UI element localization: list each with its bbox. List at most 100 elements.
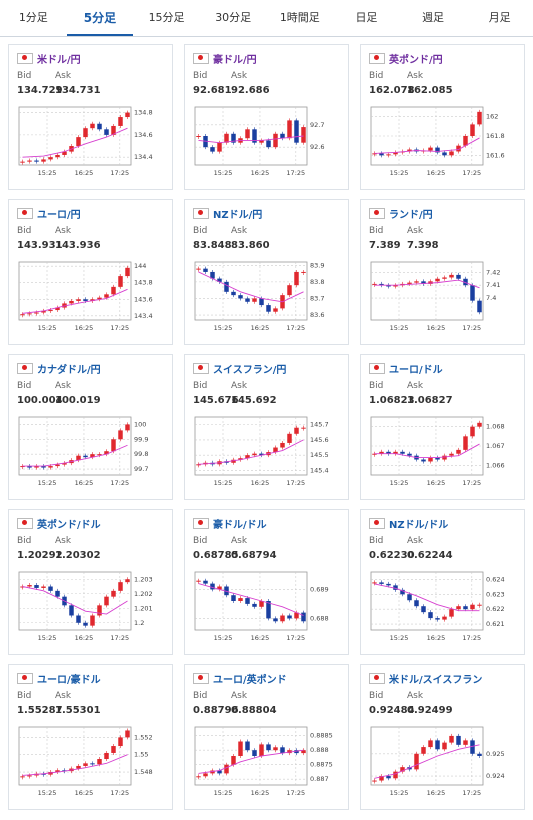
tab[interactable]: 5分足 bbox=[66, 0, 134, 36]
pair-name[interactable]: 豪ドル/円 bbox=[213, 55, 257, 66]
candle bbox=[407, 594, 412, 601]
tab[interactable]: 週足 bbox=[422, 11, 445, 24]
candle bbox=[301, 750, 306, 754]
candle bbox=[90, 615, 95, 626]
pair-name[interactable]: ユーロ/英ポンド bbox=[213, 675, 287, 686]
candle bbox=[55, 154, 60, 158]
ask-value: 0.62244 bbox=[407, 550, 453, 561]
x-tick-label: 15:25 bbox=[390, 324, 409, 332]
pair-name[interactable]: ユーロ/円 bbox=[37, 210, 81, 221]
mini-chart: 83.9 83.8 83.7 83.6 15:25 16:25 17:25 bbox=[194, 261, 324, 332]
candle bbox=[20, 586, 25, 588]
flag-icon bbox=[193, 518, 209, 529]
x-tick-label: 15:25 bbox=[214, 169, 233, 177]
candle bbox=[435, 457, 440, 460]
y-tick-label: 83.9 bbox=[310, 261, 324, 269]
plot-frame bbox=[194, 416, 308, 476]
candle bbox=[252, 453, 257, 456]
candle bbox=[231, 291, 236, 296]
bid-label: Bid bbox=[193, 381, 208, 391]
ask-value: 92.686 bbox=[231, 85, 270, 96]
candle bbox=[280, 133, 285, 139]
tab[interactable]: 30分足 bbox=[215, 11, 252, 24]
pair-name[interactable]: 英ポンド/円 bbox=[389, 55, 443, 66]
flag-icon bbox=[193, 363, 209, 374]
pair-name[interactable]: ユーロ/豪ドル bbox=[37, 675, 101, 686]
flag-icon bbox=[17, 673, 33, 684]
y-tick-label: 1.201 bbox=[134, 604, 153, 612]
candle bbox=[463, 740, 468, 745]
tab[interactable]: 1分足 bbox=[18, 11, 48, 24]
pair-name[interactable]: 豪ドル/ドル bbox=[213, 520, 267, 531]
candle bbox=[252, 129, 257, 143]
rate-card: スイスフラン/円 Bid Ask 145.676 145.692 145.7 145.6 14… bbox=[184, 354, 349, 500]
bid-label: Bid bbox=[17, 226, 32, 236]
flag-icon bbox=[369, 673, 385, 684]
candle bbox=[386, 776, 391, 779]
candle bbox=[280, 442, 285, 448]
candle bbox=[48, 157, 53, 160]
moving-average bbox=[198, 749, 304, 774]
y-tick-label: 143.8 bbox=[134, 279, 153, 287]
pair-name[interactable]: ユーロ/ドル bbox=[389, 365, 443, 376]
candle bbox=[238, 598, 243, 601]
pair-name[interactable]: 米ドル/円 bbox=[37, 55, 81, 66]
candle bbox=[442, 455, 447, 460]
mini-chart: 0.689 0.688 15:25 16:25 17:25 bbox=[194, 571, 329, 642]
ask-value: 0.68794 bbox=[231, 550, 277, 561]
candle bbox=[463, 606, 468, 610]
y-tick-label: 144 bbox=[134, 262, 146, 270]
pair-name[interactable]: 米ドル/スイスフラン bbox=[389, 675, 483, 686]
x-tick-label: 17:25 bbox=[462, 324, 481, 332]
candle bbox=[477, 422, 482, 427]
ask-value: 7.398 bbox=[407, 240, 439, 251]
ask-value: 100.019 bbox=[55, 395, 101, 406]
candle bbox=[280, 747, 285, 754]
flag-icon bbox=[17, 208, 33, 219]
ask-value: 1.20302 bbox=[55, 550, 101, 561]
bid-label: Bid bbox=[17, 691, 32, 701]
candle bbox=[196, 464, 201, 466]
tab[interactable]: 1時間足 bbox=[279, 11, 320, 24]
candle bbox=[55, 307, 60, 311]
bid-value: 0.88796 bbox=[193, 705, 239, 716]
pair-name[interactable]: NZドル/ドル bbox=[389, 520, 449, 531]
candle bbox=[393, 585, 398, 590]
candle bbox=[69, 605, 74, 616]
candle bbox=[463, 436, 468, 450]
pair-name[interactable]: スイスフラン/円 bbox=[213, 365, 287, 376]
candle bbox=[111, 125, 116, 135]
y-tick-label: 0.925 bbox=[486, 750, 505, 758]
bid-label: Bid bbox=[193, 536, 208, 546]
tab[interactable]: 15分足 bbox=[148, 11, 185, 24]
pair-name[interactable]: 英ポンド/ドル bbox=[37, 520, 101, 531]
candle bbox=[27, 775, 32, 777]
moving-average bbox=[374, 744, 480, 779]
x-tick-label: 17:25 bbox=[110, 479, 129, 487]
ask-value: 1.55301 bbox=[55, 705, 101, 716]
ask-label: Ask bbox=[231, 691, 248, 701]
candle bbox=[470, 426, 475, 437]
ask-label: Ask bbox=[407, 71, 424, 81]
ask-value: 145.692 bbox=[231, 395, 277, 406]
mini-chart: 0.8885 0.888 0.8875 0.887 15:25 16:25 17:25 bbox=[194, 726, 333, 797]
pair-name[interactable]: カナダドル/円 bbox=[37, 365, 101, 376]
candle bbox=[104, 752, 109, 760]
y-tick-label: 1.203 bbox=[134, 575, 153, 583]
candle bbox=[62, 463, 67, 465]
mini-chart: 0.624 0.623 0.622 0.621 15:25 16:25 17:25 bbox=[370, 571, 505, 642]
candle bbox=[273, 308, 278, 312]
candle bbox=[428, 612, 433, 619]
candle bbox=[118, 117, 123, 126]
tab[interactable]: 月足 bbox=[488, 11, 511, 24]
x-tick-label: 17:25 bbox=[286, 789, 305, 797]
x-tick-label: 15:25 bbox=[214, 479, 233, 487]
ask-label: Ask bbox=[231, 536, 248, 546]
candle bbox=[421, 459, 426, 462]
candle bbox=[210, 583, 215, 590]
rate-card: NZドル/ドル Bid Ask 0.62230 0.62244 0.624 0.623 0.6… bbox=[360, 509, 525, 655]
pair-name[interactable]: NZドル/円 bbox=[213, 210, 263, 221]
rate-card: 英ポンド/ドル Bid Ask 1.20292 1.20302 1.203 1.202 1.2… bbox=[8, 509, 173, 655]
tab[interactable]: 日足 bbox=[355, 11, 378, 24]
pair-name[interactable]: ランド/円 bbox=[389, 210, 433, 221]
